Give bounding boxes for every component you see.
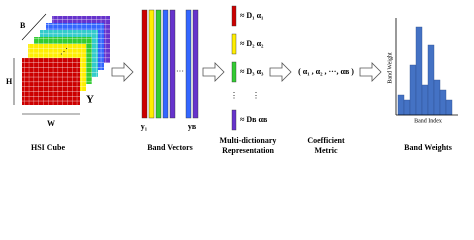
coef-vector: ( α₁ , α₂ , ···, αʙ ) — [298, 67, 354, 76]
rep-caption: Representation — [222, 146, 274, 155]
hsi-cube: ⋰ — [13, 13, 110, 115]
cube-h-label: H — [6, 77, 13, 86]
ellipsis: ⋰ — [60, 47, 68, 56]
band-first-label: y₁ — [141, 122, 148, 131]
weights-x-label: Band Index — [414, 118, 442, 124]
cube-b-label: B — [20, 21, 26, 30]
band-caption: Band Vectors — [147, 143, 193, 152]
dictionary-bars — [231, 5, 237, 131]
rep-row: ≈ D₂ α₂ — [240, 39, 264, 48]
cube-caption: HSI Cube — [31, 143, 65, 152]
ellipsis: ··· — [176, 67, 184, 76]
coef-caption: Metric — [314, 146, 338, 155]
coef-caption: Coefficient — [307, 136, 345, 145]
weights-y-label: Band Weight — [387, 52, 393, 84]
rep-row: ≈ D₃ α₃ — [240, 67, 264, 76]
band-last-label: yʙ — [188, 122, 197, 131]
cube-w-label: W — [47, 119, 55, 128]
rep-caption: Multi-dictionary — [220, 136, 277, 145]
ellipsis: ⋮ — [252, 91, 260, 100]
rep-row: ≈ Dʙ αʙ — [240, 115, 268, 124]
arrows — [111, 62, 382, 82]
diagram: ⋰ B H W Y HSI Cube ··· y₁ yʙ Band Vector… — [6, 5, 458, 155]
rep-row: ≈ D₁ α₁ — [240, 11, 264, 20]
cube-y-label: Y — [86, 94, 94, 106]
ellipsis: ⋮ — [230, 91, 238, 100]
band-vectors — [141, 9, 199, 119]
weights-caption: Band Weights — [404, 143, 452, 152]
weights-chart — [395, 18, 458, 116]
